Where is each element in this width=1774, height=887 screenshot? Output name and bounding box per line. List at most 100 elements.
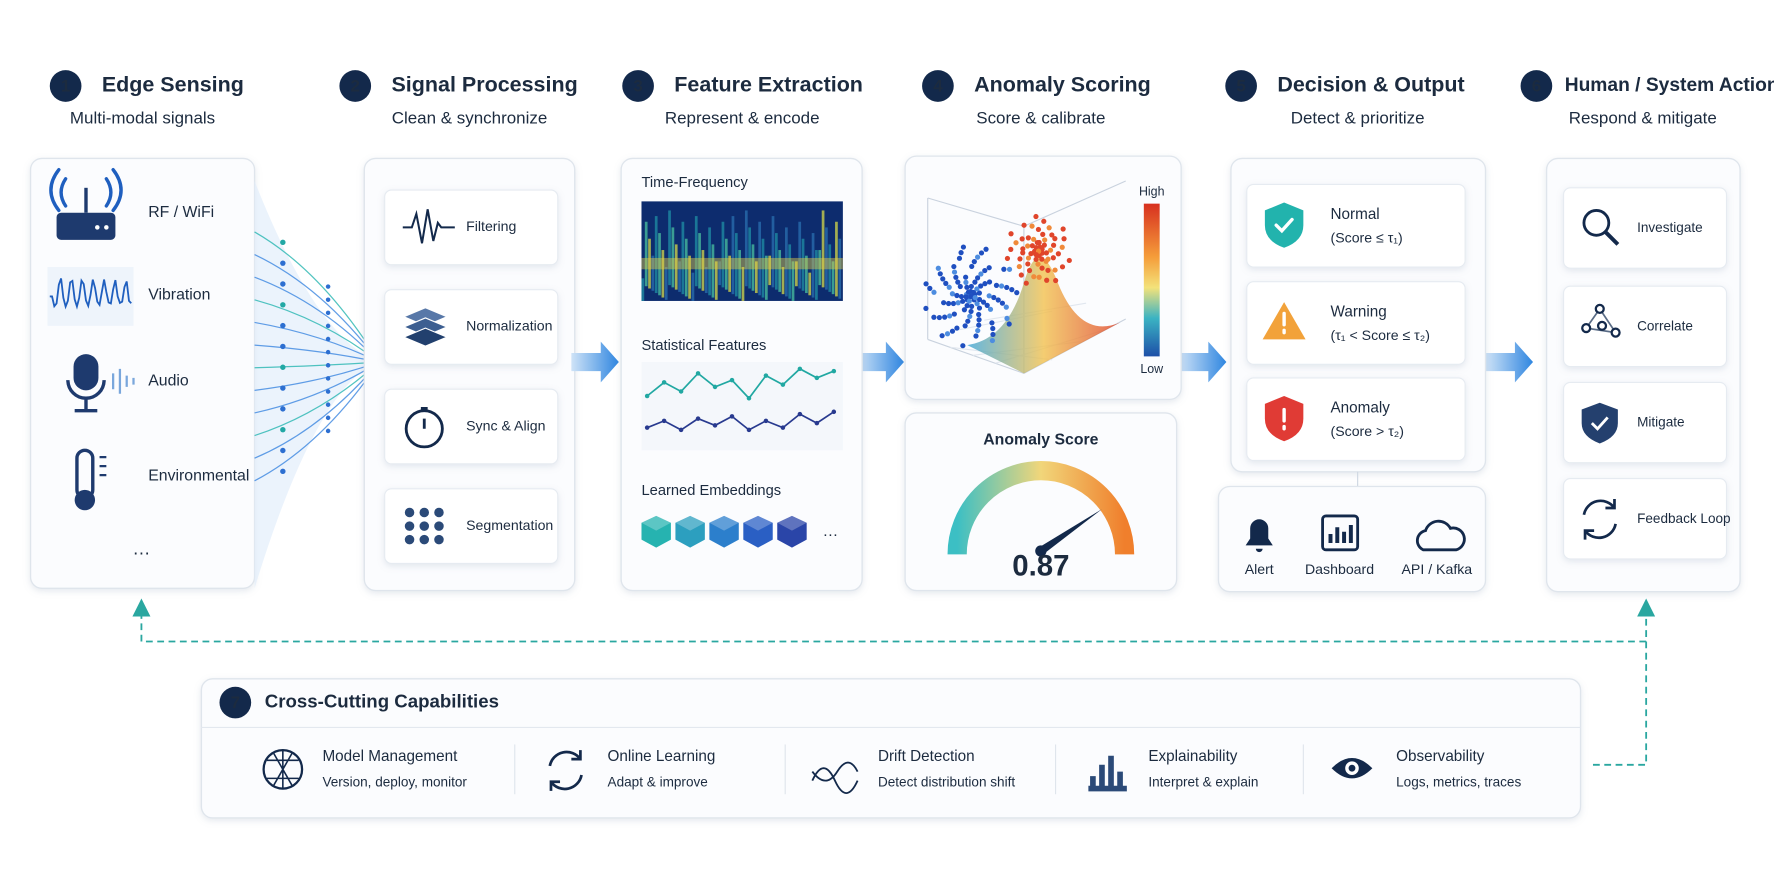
feature-dot [831, 368, 837, 374]
scatter-dot [968, 283, 974, 290]
spectrogram-band [731, 216, 735, 295]
scatter-dot [978, 283, 984, 289]
spectrogram-band [785, 227, 788, 297]
card [1562, 381, 1728, 464]
dashboard-icon [1321, 514, 1360, 552]
mic-stand [66, 380, 106, 413]
scatter-dot [1034, 239, 1040, 246]
fan-dot [280, 239, 286, 246]
scatter-dot [976, 296, 983, 303]
scatter-dot [958, 293, 965, 300]
feature-dot [814, 420, 820, 426]
scatter-dot [962, 323, 968, 329]
feature-dot [712, 423, 718, 428]
scatter-dot [1025, 255, 1032, 261]
scatter-dot [1040, 231, 1046, 237]
fan-dot [280, 281, 286, 287]
cube-top [641, 515, 671, 531]
scatter-dot [1031, 236, 1037, 242]
scatter-dot [976, 311, 982, 318]
scatter-dot [1046, 225, 1052, 231]
magnifier-handle [1604, 230, 1620, 246]
step-badge [1520, 70, 1553, 102]
graph-node [1594, 303, 1605, 314]
gauge-value: 0.87 [1012, 550, 1069, 583]
step-number: 2 [351, 77, 360, 96]
process-label: Normalization [466, 318, 552, 334]
scatter-dot [1050, 242, 1057, 248]
embedding-cube [675, 515, 705, 548]
feature-dot [729, 414, 735, 419]
embedding-cube [641, 515, 671, 548]
scatter-dot [965, 318, 971, 324]
feature-dot [797, 411, 803, 417]
layer-icon [402, 327, 449, 347]
scatter-dot [1059, 244, 1065, 250]
scatter-dot [957, 283, 963, 290]
stage-subtitle: Respond & mitigate [1569, 108, 1717, 127]
stage-subtitle: Multi-modal signals [70, 108, 215, 127]
capability-name: Online Learning [608, 748, 716, 765]
grid-dot [419, 507, 430, 518]
step-number: 7 [231, 693, 240, 712]
spectrogram-band [734, 233, 738, 297]
audio-waves [112, 368, 135, 394]
stage-title: Edge Sensing [102, 73, 244, 97]
action-label: Mitigate [1637, 415, 1685, 430]
scatter-dot [960, 298, 966, 304]
scatter-dot [973, 333, 979, 339]
fan-dot [325, 402, 331, 407]
card [1246, 281, 1466, 365]
scatter-dot [964, 284, 970, 290]
spectrogram-band [661, 250, 665, 298]
step-badge [339, 70, 372, 102]
feature-dot [695, 416, 701, 421]
scatter-dot [943, 280, 949, 286]
scatter-dot [1004, 255, 1011, 262]
sensor-label: Audio [148, 372, 189, 389]
flow-arrow [856, 341, 904, 383]
feature-dot [797, 366, 803, 372]
scatter-dot [986, 265, 992, 271]
magnifier [1582, 209, 1611, 237]
density-hump [967, 257, 1121, 374]
cube-top [777, 515, 807, 531]
scatter-dot [955, 279, 961, 285]
scatter-dot [976, 317, 982, 323]
grid-dot [419, 534, 430, 545]
capability-description: Detect distribution shift [878, 774, 1015, 789]
process-label: Filtering [466, 218, 516, 234]
feature-dot [746, 427, 752, 433]
wifi-arcs [49, 168, 123, 213]
spectrogram-band [828, 244, 832, 292]
scatter-dot [1039, 265, 1045, 271]
spectrogram-band [641, 257, 843, 270]
step-badge [219, 686, 252, 719]
stage-subtitle: Detect & prioritize [1291, 108, 1425, 127]
step-number: 3 [633, 77, 642, 96]
led [104, 225, 109, 230]
mic-head [73, 354, 99, 391]
spectrogram-band [691, 272, 695, 301]
scatter-dot [960, 343, 966, 349]
process-label: Sync & Align [466, 417, 545, 433]
scatter-dot [1047, 247, 1054, 253]
spectrogram-band [821, 210, 825, 288]
scatter-dot [972, 295, 978, 301]
scatter-dot [931, 314, 937, 320]
scale-high: High [1139, 185, 1165, 199]
spectrogram-band [688, 255, 691, 299]
scatter-dot [984, 302, 990, 309]
fan-dot [280, 343, 286, 350]
graph-node [1596, 320, 1608, 331]
scatter-dot [1004, 315, 1010, 321]
embedding-cube [709, 515, 739, 548]
spectrogram-band [718, 261, 721, 286]
spectrogram-band [744, 210, 748, 287]
feature-dot [746, 395, 752, 401]
scatter-dot [1035, 261, 1041, 267]
thermo-ticks [99, 455, 107, 477]
card [384, 189, 559, 266]
scatter-dot [1020, 246, 1026, 252]
fan-dot [280, 468, 286, 475]
